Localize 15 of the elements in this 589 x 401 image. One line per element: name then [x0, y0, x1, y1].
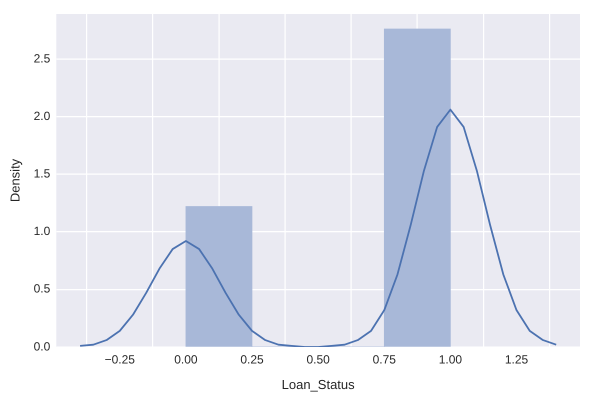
x-tick-label: 0.50	[306, 352, 330, 367]
x-tick-label: 0.25	[240, 352, 264, 367]
y-tick-label: 0.0	[34, 339, 51, 354]
y-axis-title: Density	[7, 158, 22, 202]
x-tick-label: 1.25	[504, 352, 529, 367]
y-tick-label: 1.5	[34, 166, 51, 180]
x-tick-label: 0.75	[372, 352, 396, 367]
x-tick-label: 0.00	[174, 352, 198, 367]
y-tick-label: 0.5	[34, 282, 51, 296]
x-tick-label: 1.00	[438, 352, 462, 367]
y-tick-label: 1.0	[34, 224, 51, 238]
y-tick-label: 2.5	[34, 51, 51, 66]
y-tick-label: 2.0	[34, 108, 51, 123]
x-tick-label: −0.25	[104, 352, 136, 367]
x-axis-title: Loan_Status	[282, 376, 356, 392]
